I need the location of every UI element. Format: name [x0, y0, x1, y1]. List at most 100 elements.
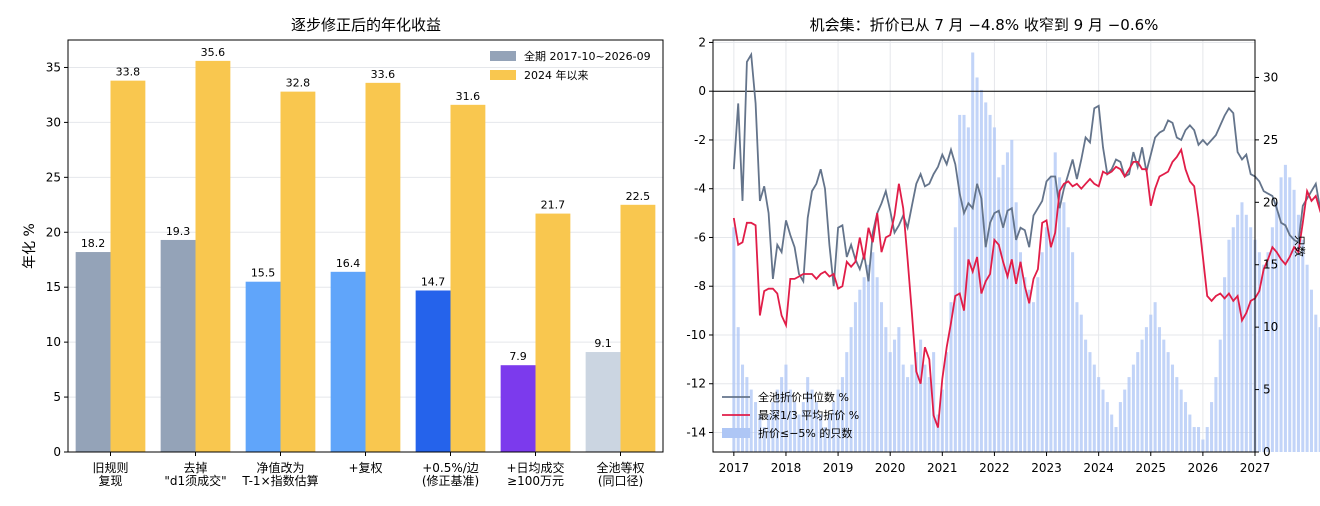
count-bar [1097, 377, 1101, 452]
count-bar [879, 302, 884, 452]
right-y2-tick-label: 10 [1263, 320, 1278, 334]
count-bar [762, 427, 766, 452]
count-bar [1066, 227, 1070, 452]
count-bar [845, 352, 849, 452]
count-bar [1214, 377, 1218, 452]
count-bar [866, 264, 870, 452]
right-y2-tick-label: 5 [1263, 383, 1271, 397]
bar-value-label: 21.7 [541, 199, 566, 212]
count-bar [1162, 339, 1166, 452]
right-x-tick-label: 2026 [1188, 461, 1219, 475]
count-bar [971, 52, 975, 452]
count-bar [771, 402, 775, 452]
bar-since-2024 [535, 213, 571, 452]
left-y-tick-label: 25 [46, 170, 61, 184]
count-bar [949, 302, 953, 452]
right-chart: 机会集：折价已从 7 月 −4.8% 收窄到 9 月 −0.6% 20-2-4-… [686, 16, 1320, 475]
count-bar [910, 364, 914, 452]
category-label: T-1×指数估算 [241, 473, 318, 488]
bar-since-2024 [365, 82, 401, 453]
count-bar [962, 114, 966, 452]
bar-full-period [585, 352, 621, 452]
count-bar [1314, 314, 1318, 452]
count-bar [1279, 177, 1283, 453]
count-bar [923, 364, 927, 452]
count-bar [836, 389, 840, 452]
count-bar [1049, 177, 1053, 453]
left-y-tick-label: 10 [46, 335, 61, 349]
right-y2-tick-label: 30 [1263, 70, 1278, 84]
category-label: "d1须成交" [164, 473, 226, 488]
count-bar [966, 127, 970, 453]
count-bar [1101, 389, 1105, 452]
count-bar [1240, 202, 1244, 452]
category-label: 全池等权 [596, 460, 644, 475]
legend-label-count: 折价≤−5% 的只数 [758, 426, 852, 440]
count-bar [1288, 177, 1292, 453]
count-bar [810, 389, 814, 452]
right-x-tick-label: 2027 [1240, 461, 1271, 475]
category-label: 复现 [98, 474, 122, 488]
category-label: 净值改为 [256, 460, 304, 475]
count-bar [840, 377, 844, 452]
left-y-tick-label: 5 [53, 390, 61, 404]
count-bar [1136, 352, 1140, 452]
deepest-third-discount-line [732, 147, 1320, 428]
count-bar [940, 389, 944, 452]
count-bar [806, 377, 810, 452]
legend-swatch-count [722, 428, 750, 438]
legend-label-deepest-third: 最深1/3 平均折价 % [758, 408, 859, 422]
bar-full-period [330, 271, 366, 452]
right-y-ticks: 2 0 -2 -4 -6 -8 -10 -12 -14 [686, 35, 713, 439]
bar-value-label: 16.4 [336, 257, 361, 270]
count-bar [893, 339, 897, 452]
count-bar [832, 402, 836, 452]
right-y-tick-label: 2 [698, 35, 706, 49]
count-bar [1040, 252, 1044, 452]
count-bar [1092, 364, 1096, 452]
count-bar [1014, 202, 1018, 452]
right-chart-title: 机会集：折价已从 7 月 −4.8% 收窄到 9 月 −0.6% [810, 16, 1159, 34]
count-bar [1144, 327, 1148, 452]
category-label: 去掉 [183, 461, 207, 475]
count-bar [997, 177, 1001, 453]
count-bar [1210, 402, 1214, 452]
legend-swatch-full-period [490, 51, 516, 61]
right-y2-tick-label: 0 [1263, 445, 1271, 459]
left-y-tick-label: 0 [53, 445, 61, 459]
count-bar [906, 377, 910, 452]
right-y2-tick-label: 25 [1263, 133, 1278, 147]
left-y-ticks: 0 5 10 15 20 25 30 35 [46, 60, 68, 459]
count-bar [1183, 402, 1188, 452]
right-x-tick-label: 2019 [823, 461, 854, 475]
count-bar [1309, 289, 1313, 452]
right-y-tick-label: -14 [686, 425, 706, 439]
bar-value-label: 18.2 [81, 237, 106, 250]
count-bar [1140, 339, 1144, 452]
count-bar [1153, 302, 1157, 452]
count-bar [1227, 239, 1231, 452]
right-y-tick-label: -12 [686, 377, 706, 391]
count-bar [827, 414, 831, 452]
category-label: (修正基准) [422, 473, 479, 488]
count-bar [1249, 227, 1253, 452]
count-bar [1192, 427, 1196, 452]
count-bar [1114, 427, 1118, 452]
legend-label-since-2024: 2024 年以来 [524, 68, 589, 82]
bar-full-period [160, 239, 196, 452]
count-bar [1318, 327, 1320, 452]
count-bar [1244, 214, 1248, 452]
count-bar [1223, 277, 1227, 452]
count-bar [1236, 214, 1240, 452]
count-bar [1058, 177, 1062, 453]
bar-value-label: 7.9 [509, 350, 527, 363]
legend-label-full-period: 全期 2017-10~2026-09 [524, 49, 651, 63]
right-x-tick-label: 2020 [875, 461, 906, 475]
left-y-tick-label: 15 [46, 280, 61, 294]
bar-value-label: 35.6 [201, 46, 226, 59]
count-bar [988, 114, 992, 452]
count-bar [1053, 152, 1057, 452]
bar-since-2024 [280, 91, 316, 453]
left-chart-title: 逐步修正后的年化收益 [291, 16, 441, 34]
